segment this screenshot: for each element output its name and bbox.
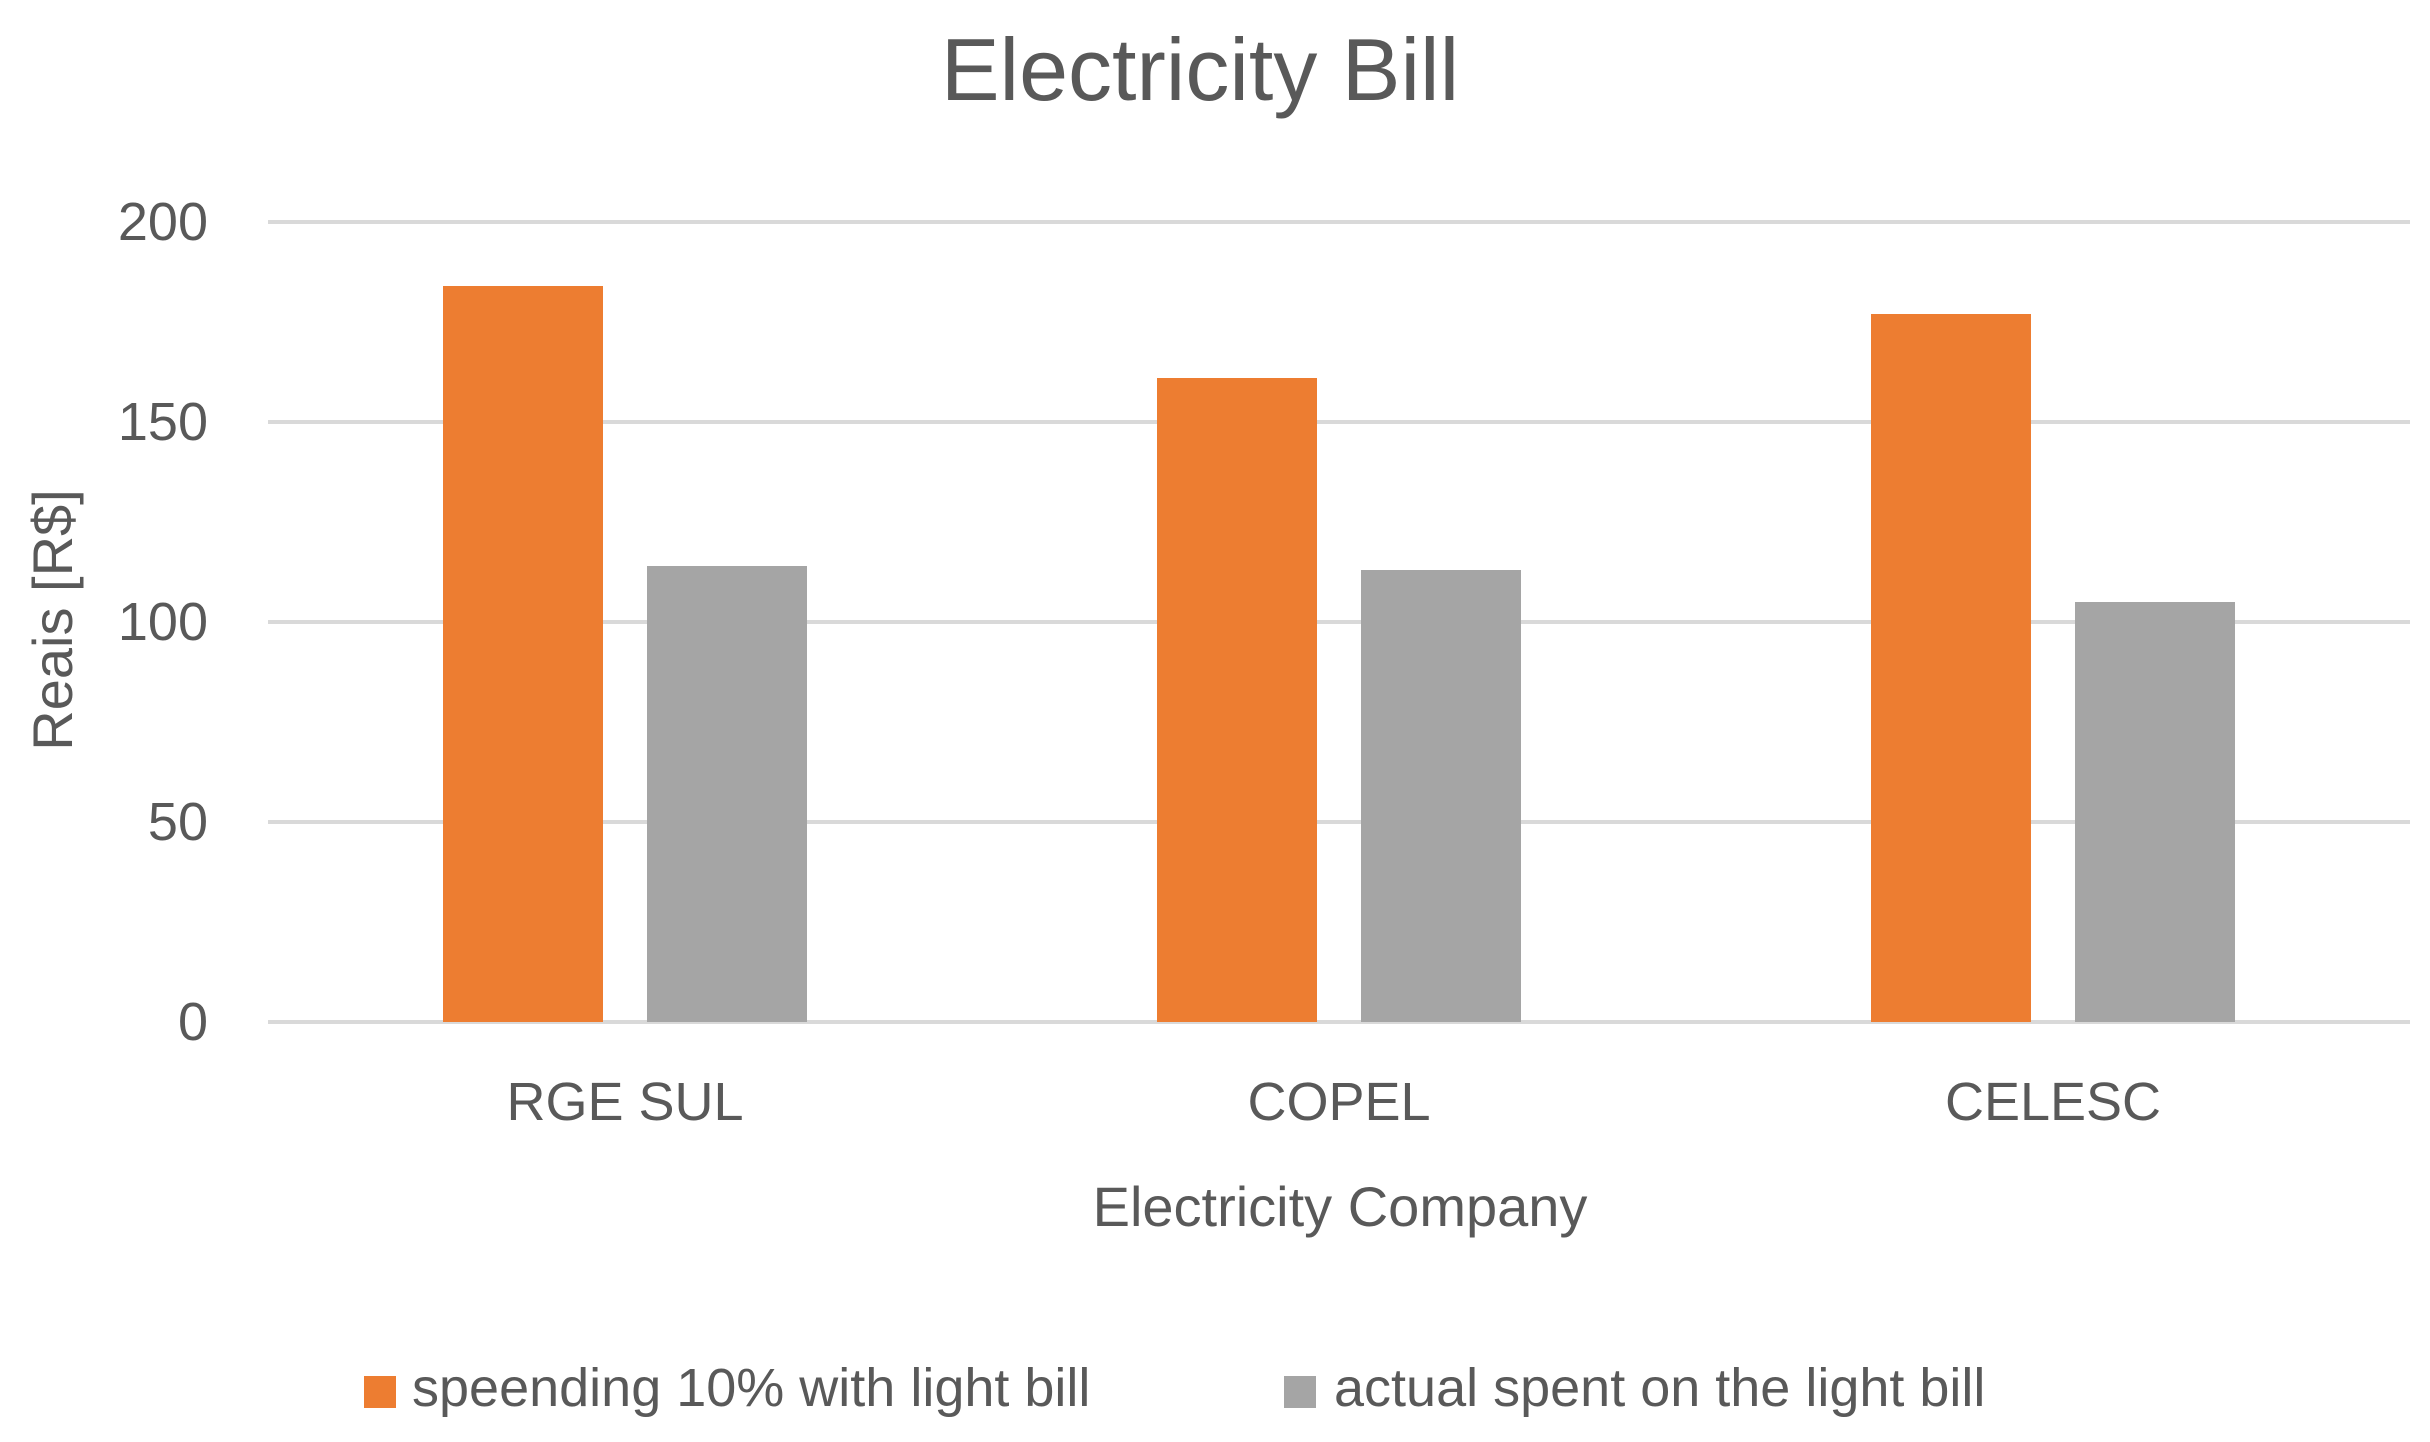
y-axis-tick-labels: 0 50 100 150 200	[118, 192, 208, 1052]
y-tick-label-150: 150	[118, 392, 208, 452]
bar-rge-sul-series-2[interactable]	[647, 566, 807, 1022]
bar-rge-sul-series-1[interactable]	[443, 286, 603, 1022]
y-tick-label-0: 0	[178, 992, 208, 1052]
x-tick-label-celesc: CELESC	[1945, 1072, 2161, 1132]
bars	[443, 286, 2235, 1022]
y-tick-label-200: 200	[118, 192, 208, 252]
x-axis-label: Electricity Company	[1093, 1175, 1588, 1238]
y-axis-label: Reais [R$]	[21, 489, 84, 750]
gridlines	[268, 220, 2410, 1024]
legend-item-series-2[interactable]: actual spent on the light bill	[1284, 1358, 1985, 1418]
legend-label-series-2: actual spent on the light bill	[1334, 1358, 1985, 1418]
bar-celesc-series-2[interactable]	[2075, 602, 2235, 1022]
bar-copel-series-1[interactable]	[1157, 378, 1317, 1022]
y-tick-label-100: 100	[118, 592, 208, 652]
bar-copel-series-2[interactable]	[1361, 570, 1521, 1022]
x-tick-label-rge-sul: RGE SUL	[506, 1072, 743, 1132]
y-tick-label-50: 50	[148, 792, 208, 852]
x-tick-label-copel: COPEL	[1247, 1072, 1430, 1132]
legend-item-series-1[interactable]: speending 10% with light bill	[364, 1358, 1090, 1418]
chart-title: Electricity Bill	[941, 20, 1459, 119]
legend-label-series-1: speending 10% with light bill	[412, 1358, 1090, 1418]
legend: speending 10% with light bill actual spe…	[364, 1358, 1985, 1418]
legend-swatch-series-1	[364, 1376, 396, 1408]
bar-celesc-series-1[interactable]	[1871, 314, 2031, 1022]
legend-swatch-series-2	[1284, 1376, 1316, 1408]
x-axis-tick-labels: RGE SUL COPEL CELESC	[506, 1072, 2161, 1132]
